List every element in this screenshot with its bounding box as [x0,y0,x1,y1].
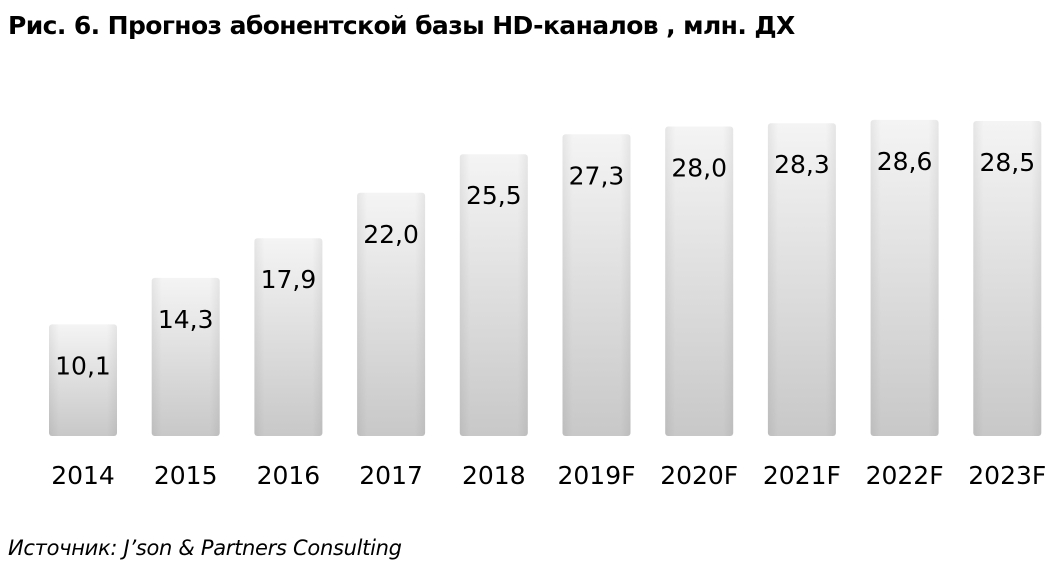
bar-shade-2018 [459,154,528,436]
bar-shade-2017 [357,192,426,436]
data-label-2022F: 28,6 [877,147,933,176]
data-label-2019F: 27,3 [569,161,625,190]
chart-title: Рис. 6. Прогноз абонентской базы HD-кана… [8,11,795,40]
data-label-2018: 25,5 [466,181,522,210]
data-label-2016: 17,9 [261,265,317,294]
data-labels-group: 10,1 14,3 17,9 22,0 25,5 27,3 28,0 28,3 28,6 28,5 [55,147,1035,381]
x-tick-2021F: 2021F [763,461,841,490]
bar-shade-2021F [767,123,836,436]
x-axis-tick-labels: 2014 2015 2016 2017 2018 2019F 2020F 2021F 2022F… [51,461,1046,490]
x-tick-2016: 2016 [257,461,321,490]
data-label-2023F: 28,5 [979,148,1035,177]
x-tick-2019F: 2019F [557,461,635,490]
bar-shade-2022F [870,119,939,437]
data-label-2020F: 28,0 [671,154,727,183]
x-tick-2020F: 2020F [660,461,738,490]
x-tick-2015: 2015 [154,461,218,490]
data-label-2015: 14,3 [158,305,214,334]
bar-shade-2023F [973,121,1042,436]
bar-shade-2019F [562,134,631,437]
x-tick-2017: 2017 [359,461,423,490]
bars-group [49,119,1042,437]
x-tick-2014: 2014 [51,461,115,490]
bar-shade-2014 [49,324,117,436]
x-tick-2023F: 2023F [968,461,1046,490]
data-label-2017: 22,0 [363,220,419,249]
x-tick-2022F: 2022F [866,461,944,490]
source-note: Источник: J’son & Partners Consulting [8,536,402,560]
data-label-2014: 10,1 [55,351,111,380]
bar-shade-2016 [254,238,323,436]
data-label-2021F: 28,3 [774,150,830,179]
x-tick-2018: 2018 [462,461,526,490]
bar-shade-2020F [665,126,734,436]
bar-shade-2015 [151,277,220,436]
